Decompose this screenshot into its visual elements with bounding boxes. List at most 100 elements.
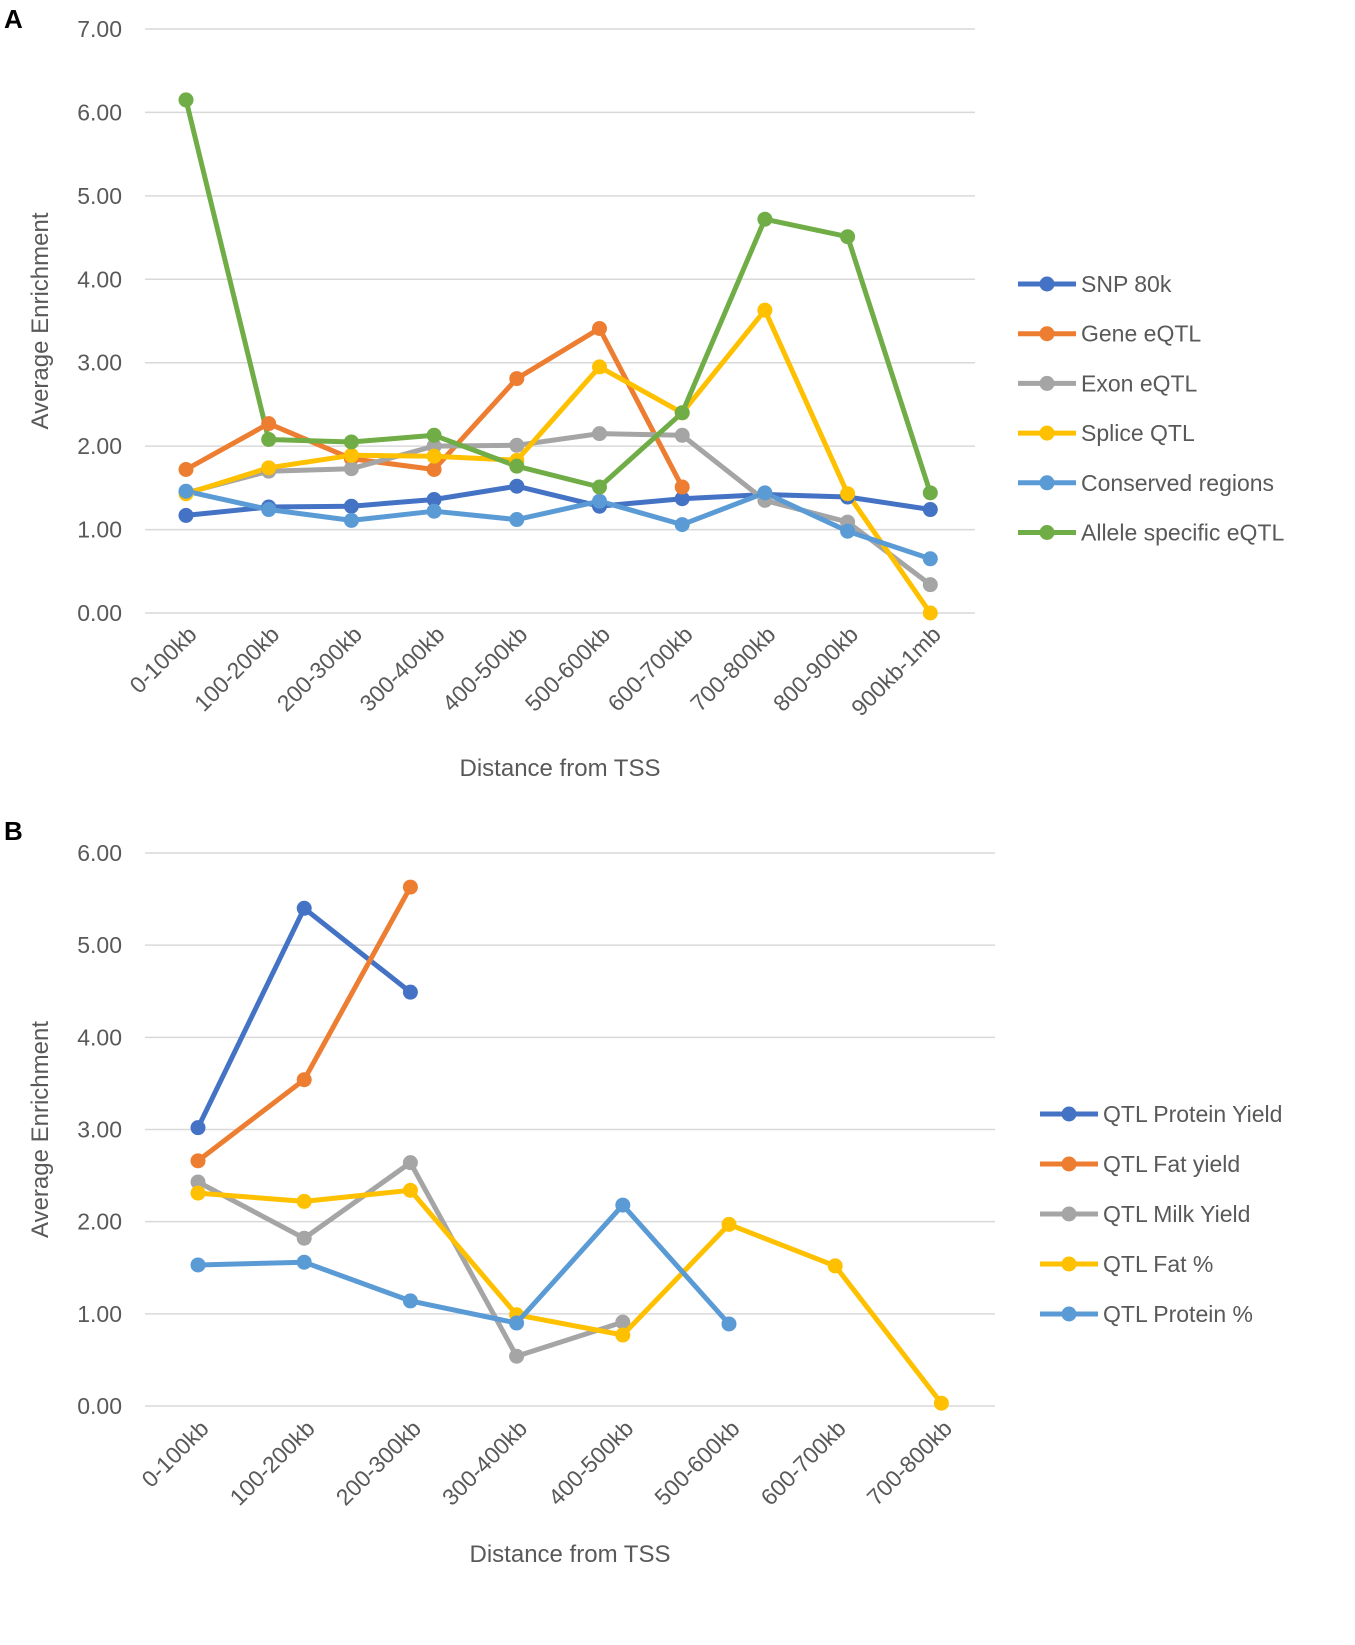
data-point [922,485,938,501]
data-point [296,1254,312,1270]
y-tick-label: 3.00 [77,350,122,376]
y-tick-label: 4.00 [77,266,122,292]
data-point [261,416,277,432]
data-point [840,523,856,539]
y-tick-label: 2.00 [77,433,122,459]
legend-label: QTL Fat yield [1103,1151,1240,1177]
data-point [592,359,607,375]
panel-letter-b: B [4,816,23,846]
data-point [509,1348,525,1364]
data-point [190,1185,206,1201]
chart-b: 0.00 1.00 2.00 3.00 4.00 5.00 6.00 0-100kb 100-2… [27,840,1282,1568]
y-tick-label: 5.00 [77,183,122,209]
data-point [615,1314,631,1330]
data-point [922,577,938,593]
y-tick-label: 5.00 [77,932,122,958]
series-line [195,884,413,1164]
data-point [509,371,525,387]
data-point [343,434,359,450]
x-tick-label: 500-600kb [520,621,615,716]
legend-swatch-marker [1039,475,1055,491]
data-point [402,1293,418,1309]
series-line [183,488,933,562]
y-axis-title: Average Enrichment [27,212,54,429]
legend-label: QTL Protein % [1103,1301,1253,1327]
y-tick-label: 1.00 [77,517,122,543]
data-point [592,426,607,442]
data-point [592,321,607,337]
data-point [757,302,773,318]
y-tick-label: 1.00 [77,1301,122,1327]
data-point [922,502,938,518]
data-point [509,458,525,474]
data-point [615,1197,631,1213]
data-point [426,427,442,443]
data-point [426,503,442,519]
data-point [261,460,277,476]
chart-a: 0.00 1.00 2.00 3.00 4.00 5.00 6.00 7.00 0-100kb1… [27,16,1284,782]
x-tick-label: 600-700kb [602,621,697,716]
series-line [195,1202,732,1327]
legend-swatch-marker [1039,425,1055,441]
data-point [721,1216,737,1232]
legend-swatch-marker [1039,276,1055,292]
legend-label: Conserved regions [1081,470,1274,496]
data-point [509,478,525,494]
data-point [674,479,690,495]
data-point [426,448,442,464]
legend-swatch-marker [1039,326,1055,342]
data-point [343,498,359,514]
y-axis-title: Average Enrichment [27,1021,54,1238]
legend-label: Gene eQTL [1081,321,1201,347]
y-tick-label: 2.00 [77,1209,122,1235]
x-axis-title: Distance from TSS [460,755,661,782]
x-tick-label: 100-200kb [224,1415,319,1510]
data-point [343,461,359,477]
legend-label: Exon eQTL [1081,370,1198,396]
data-point [509,437,525,453]
data-point [757,485,773,501]
legend-label: SNP 80k [1081,271,1172,297]
data-point [402,879,418,895]
y-tick-label: 6.00 [77,840,122,866]
data-point [190,1153,206,1169]
data-point [509,512,525,528]
y-tick-label: 0.00 [77,1393,122,1419]
data-point [178,507,194,523]
data-point [190,1174,206,1190]
data-point [840,486,856,502]
data-point [827,1258,843,1274]
legend-label: QTL Fat % [1103,1251,1213,1277]
y-tick-label: 4.00 [77,1024,122,1050]
legend-label: QTL Protein Yield [1103,1101,1282,1127]
y-tick-label: 6.00 [77,99,122,125]
data-point [674,427,690,443]
series-line [183,307,933,616]
x-tick-label: 0-100kb [124,621,201,698]
data-point [296,1193,312,1209]
x-tick-label: 300-400kb [437,1415,532,1510]
legend-swatch-marker [1061,1206,1077,1222]
data-point [509,1315,525,1331]
x-tick-label: 200-300kb [331,1415,426,1510]
data-point [402,1155,418,1171]
legend-label: Allele specific eQTL [1081,520,1284,546]
data-point [178,483,194,499]
data-point [296,1230,312,1246]
legend-swatch-marker [1061,1106,1077,1122]
y-tick-label: 0.00 [77,600,122,626]
data-point [592,479,607,495]
x-tick-label: 700-800kb [685,621,780,716]
data-point [922,551,938,567]
data-point [178,92,194,108]
x-tick-label: 300-400kb [354,621,449,716]
legend-swatch-marker [1061,1156,1077,1172]
x-tick-label: 100-200kb [189,621,284,716]
series-line [183,483,933,518]
legend-swatch-marker [1039,375,1055,391]
x-tick-label: 700-800kb [862,1415,957,1510]
data-point [343,447,359,463]
data-point [343,512,359,528]
legend-label: QTL Milk Yield [1103,1201,1250,1227]
